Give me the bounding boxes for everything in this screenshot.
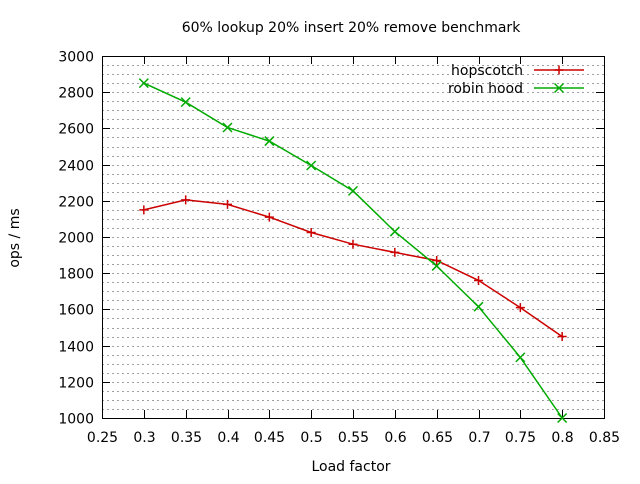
hopscotch-line — [143, 199, 563, 338]
robin-hood-point — [306, 160, 317, 171]
x-tick-label: 0.6 — [384, 430, 406, 446]
x-tick-label: 0.7 — [468, 430, 490, 446]
y-tick-label: 2200 — [58, 195, 94, 211]
y-tick-label: 2800 — [58, 86, 94, 102]
hopscotch-point — [223, 199, 232, 209]
robin-hood-point — [473, 301, 484, 312]
series-robin-hood — [138, 78, 568, 424]
x-tick-label: 0.5 — [300, 430, 322, 446]
legend: hopscotch robin hood — [448, 63, 584, 97]
y-tick-label: 1400 — [58, 340, 94, 356]
hopscotch-point — [474, 275, 483, 285]
y-tick-label: 1800 — [58, 267, 94, 283]
x-tick-label: 0.3 — [133, 430, 155, 446]
robin-hood-point — [515, 352, 526, 363]
x-tick-label: 0.8 — [551, 430, 573, 446]
hopscotch-point — [181, 195, 191, 205]
legend-label: robin hood — [448, 81, 523, 97]
hopscotch-point — [306, 227, 316, 237]
legend-marker — [554, 65, 564, 75]
robin-hood-line — [143, 82, 563, 419]
x-tick-label: 0.45 — [254, 430, 285, 446]
x-tick-label: 0.4 — [217, 430, 239, 446]
x-tick-label: 0.65 — [422, 430, 453, 446]
x-tick-label: 0.55 — [338, 430, 369, 446]
y-axis-title: ops / ms — [7, 208, 23, 267]
x-tick-label: 0.35 — [171, 430, 202, 446]
hopscotch-point — [264, 212, 274, 222]
hopscotch-point — [348, 239, 358, 249]
robin-hood-point — [347, 185, 359, 196]
hopscotch-point — [557, 332, 567, 342]
y-tick-label: 2600 — [58, 122, 94, 138]
grid — [102, 65, 604, 410]
robin-hood-point — [557, 412, 568, 424]
robin-hood-point — [138, 78, 149, 89]
chart-title: 60% lookup 20% insert 20% remove benchma… — [182, 20, 522, 36]
x-axis-title: Load factor — [311, 459, 390, 475]
robin-hood-point — [389, 226, 400, 237]
robin-hood-point — [264, 136, 275, 147]
x-tick-label: 0.85 — [589, 430, 620, 446]
x-tick-label: 0.75 — [505, 430, 536, 446]
y-tick-label: 2000 — [58, 231, 94, 247]
robin-hood-point — [180, 97, 191, 108]
hopscotch-point — [390, 247, 400, 257]
axes: 1000 1200 1400 1600 1800 2000 2200 2400 2600 2800… — [58, 50, 620, 447]
robin-hood-point — [431, 260, 442, 271]
y-tick-label: 3000 — [58, 50, 94, 66]
hopscotch-point — [139, 205, 149, 215]
robin-hood-point — [222, 122, 233, 133]
y-tick-label: 1000 — [58, 412, 94, 428]
series-layer — [138, 78, 568, 424]
x-tick-label: 0.25 — [87, 430, 118, 446]
series-hopscotch — [139, 195, 567, 342]
y-tick-label: 1200 — [58, 376, 94, 392]
y-tick-label: 1600 — [58, 303, 94, 319]
hopscotch-point — [432, 256, 442, 266]
y-tick-label: 2400 — [58, 159, 94, 175]
legend-label: hopscotch — [451, 63, 523, 79]
legend-marker — [553, 82, 565, 94]
hopscotch-point — [515, 303, 525, 313]
